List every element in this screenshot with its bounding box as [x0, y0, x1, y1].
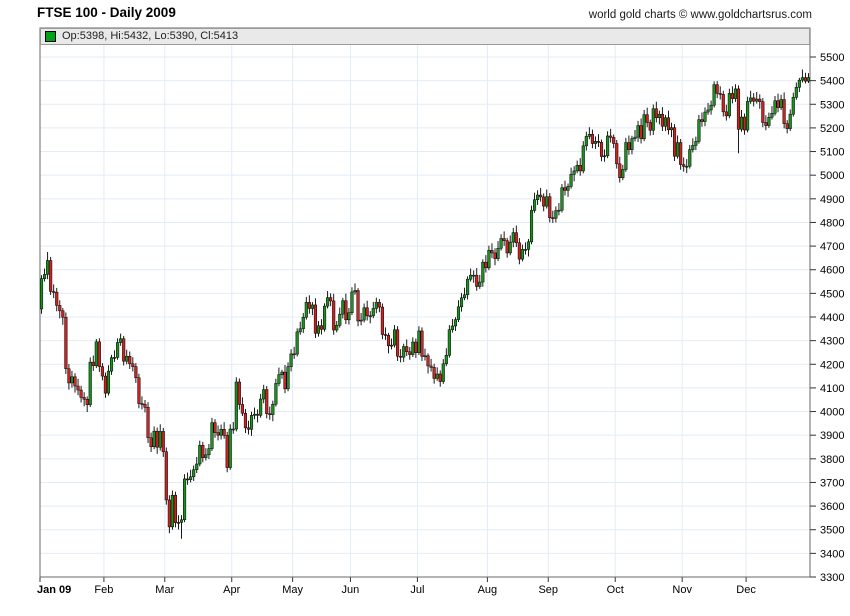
copyright-text: world gold charts © www.goldchartsrus.co… [588, 9, 812, 21]
svg-text:5200: 5200 [820, 123, 844, 135]
svg-text:3900: 3900 [820, 430, 844, 442]
svg-text:4600: 4600 [820, 265, 844, 277]
svg-text:Nov: Nov [672, 584, 692, 596]
svg-text:Jan 09: Jan 09 [37, 584, 71, 596]
svg-text:Jul: Jul [410, 584, 424, 596]
legend-ohlc-text: Op:5398, Hi:5432, Lo:5390, Cl:5413 [62, 30, 239, 42]
svg-text:4700: 4700 [820, 241, 844, 253]
svg-text:3500: 3500 [820, 525, 844, 537]
svg-text:3800: 3800 [820, 454, 844, 466]
svg-text:4100: 4100 [820, 383, 844, 395]
svg-text:3300: 3300 [820, 572, 844, 584]
page-title: FTSE 100 - Daily 2009 [37, 5, 176, 20]
legend-color-swatch [45, 31, 56, 42]
svg-text:Aug: Aug [478, 584, 498, 596]
svg-text:4800: 4800 [820, 217, 844, 229]
svg-text:Oct: Oct [607, 584, 624, 596]
svg-text:4900: 4900 [820, 194, 844, 206]
svg-text:5300: 5300 [820, 99, 844, 111]
svg-text:3700: 3700 [820, 477, 844, 489]
svg-text:4300: 4300 [820, 336, 844, 348]
svg-text:Mar: Mar [155, 584, 174, 596]
svg-text:Feb: Feb [94, 584, 113, 596]
svg-text:May: May [282, 584, 303, 596]
svg-text:5500: 5500 [820, 52, 844, 64]
svg-text:5400: 5400 [820, 76, 844, 88]
svg-text:5100: 5100 [820, 147, 844, 159]
svg-text:5000: 5000 [820, 170, 844, 182]
svg-text:Apr: Apr [223, 584, 240, 596]
svg-text:4000: 4000 [820, 407, 844, 419]
svg-text:Jun: Jun [342, 584, 360, 596]
svg-text:Sep: Sep [538, 584, 558, 596]
svg-text:Dec: Dec [736, 584, 756, 596]
legend-bar: Op:5398, Hi:5432, Lo:5390, Cl:5413 [40, 28, 810, 45]
svg-text:3600: 3600 [820, 501, 844, 513]
svg-text:4500: 4500 [820, 288, 844, 300]
svg-text:3400: 3400 [820, 548, 844, 560]
svg-text:4200: 4200 [820, 359, 844, 371]
svg-text:4400: 4400 [820, 312, 844, 324]
